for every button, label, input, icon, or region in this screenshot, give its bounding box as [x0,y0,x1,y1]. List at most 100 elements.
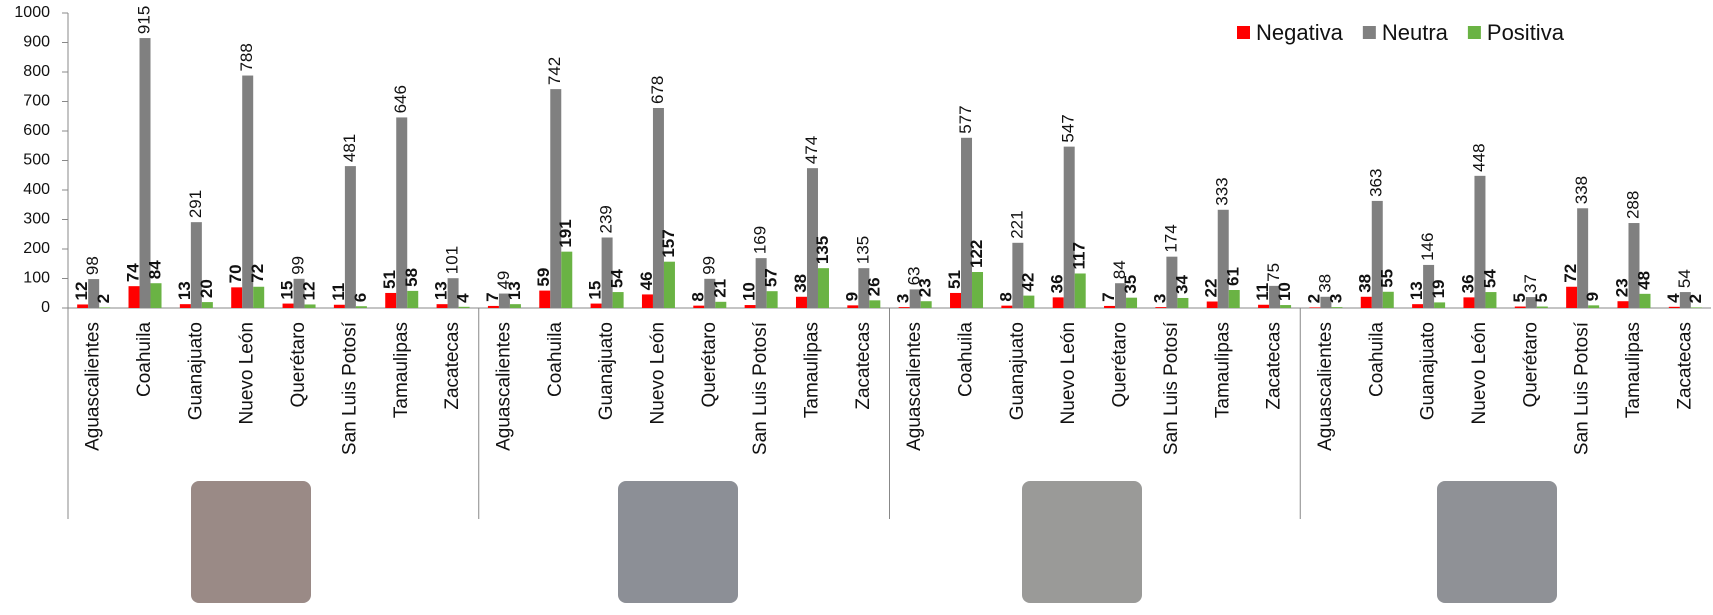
bar [202,302,213,308]
x-tick-label: San Luis Potosí [339,321,360,455]
legend-label: Neutra [1382,20,1449,45]
bar [283,304,294,308]
legend-swatch [1237,26,1250,39]
data-label: 788 [237,43,256,71]
data-label: 291 [186,190,205,218]
bar [1566,287,1577,308]
data-label: 221 [1007,210,1026,238]
data-label: 169 [751,226,770,254]
candidate-photo [191,481,311,603]
data-label: 146 [1418,233,1437,261]
bar [1280,305,1291,308]
bar [613,292,624,308]
x-tick-label: Tamaulipas [391,322,412,418]
bar [1075,273,1086,308]
bar [1309,307,1320,308]
bar [1064,147,1075,308]
data-label: 363 [1367,169,1386,197]
bar [1412,304,1423,308]
data-label: 26 [864,277,883,296]
legend-swatch [1468,26,1481,39]
data-label: 135 [853,236,872,264]
data-label: 678 [648,76,667,104]
bar [1669,307,1680,308]
data-label: 117 [1070,242,1089,269]
data-label: 915 [135,6,154,34]
bar [1053,297,1064,308]
data-label: 157 [659,229,678,257]
data-label: 84 [146,260,165,279]
data-label: 191 [556,219,575,247]
data-label: 481 [340,134,359,162]
y-tick-label: 1000 [14,4,50,21]
data-label: 338 [1572,176,1591,204]
bar [1258,305,1269,308]
data-label: 135 [813,236,832,264]
x-tick-label: Coahuila [1366,322,1387,397]
x-tick-label: Coahuila [134,322,155,397]
bar [818,268,829,308]
x-tick-label: Coahuila [545,322,566,397]
x-tick-label: Guanajuato [1418,322,1439,420]
bar [253,287,264,308]
y-tick-label: 500 [23,152,50,169]
data-label: 4 [454,293,473,303]
bar [1331,307,1342,308]
y-tick-label: 600 [23,122,50,139]
bar [1485,292,1496,308]
bar [1628,223,1639,308]
bar [950,293,961,308]
x-tick-label: Zacatecas [1674,322,1695,410]
y-tick-label: 300 [23,211,50,228]
bar [921,301,932,308]
x-tick-label: Querétaro [699,322,720,408]
data-label: 21 [710,279,729,298]
x-tick-label: Zacatecas [442,322,463,410]
bar [869,300,880,308]
bar [231,287,242,308]
x-tick-label: Zacatecas [1264,322,1285,410]
bar [1218,210,1229,308]
bar [385,293,396,308]
x-tick-label: Querétaro [1110,322,1131,408]
x-tick-label: Aguascalientes [83,322,104,451]
data-label: 174 [1161,224,1180,252]
bar [972,272,983,308]
bar [653,108,664,308]
bar [1434,302,1445,308]
candidate-photos [191,481,1557,603]
data-label: 72 [248,264,267,283]
bar [961,138,972,308]
bar [1207,302,1218,308]
data-label: 2 [1686,294,1705,303]
bar [561,252,572,308]
bar [847,305,858,308]
bar [1515,307,1526,308]
x-tick-label: Nuevo León [647,322,668,424]
data-label: 99 [699,256,718,275]
bar [488,306,499,308]
data-label: 57 [762,268,781,287]
data-label: 99 [289,256,308,275]
y-tick-label: 200 [23,240,50,257]
bar [1617,301,1628,308]
bar [356,306,367,308]
bar [1639,294,1650,308]
x-tick-label: San Luis Potosí [750,321,771,455]
data-label: 54 [1675,269,1694,288]
y-tick-label: 400 [23,181,50,198]
data-label: 333 [1213,177,1232,205]
x-tick-label: Aguascalientes [493,322,514,451]
data-label: 58 [402,268,421,287]
x-tick-label: Guanajuato [185,322,206,420]
data-label: 12 [300,282,319,301]
data-label: 37 [1521,274,1540,293]
bar [407,291,418,308]
data-label: 9 [1583,292,1602,301]
bar [1691,307,1702,308]
x-tick-label: Querétaro [1520,322,1541,408]
bar [642,294,653,308]
bar [591,304,602,308]
data-label: 61 [1224,267,1243,286]
data-label: 288 [1623,191,1642,219]
